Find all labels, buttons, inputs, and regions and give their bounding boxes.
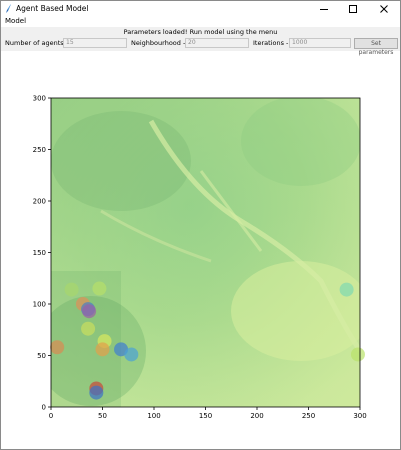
y-tick-label: 250 xyxy=(33,146,46,154)
minimize-button[interactable] xyxy=(310,1,338,16)
minimize-icon xyxy=(320,8,328,10)
x-tick-label: 100 xyxy=(147,412,160,420)
x-tick-label: 300 xyxy=(353,412,366,420)
axes: 0 50 100 150 200 250 300 0 50 100 150 200 250 300 xyxy=(33,95,367,421)
x-tick-label: 250 xyxy=(302,412,315,420)
x-tick-label: 200 xyxy=(250,412,263,420)
agent-point xyxy=(50,340,65,355)
agent-point xyxy=(89,385,104,400)
agents-label: Number of agents -> xyxy=(5,39,74,47)
agent-point xyxy=(95,342,110,357)
close-button[interactable] xyxy=(370,1,398,16)
y-tick-label: 150 xyxy=(33,249,46,257)
agent-point xyxy=(92,281,107,296)
maximize-button[interactable] xyxy=(339,1,367,16)
model-plot: 0 50 100 150 200 250 300 0 50 100 150 200 250 300 xyxy=(33,95,367,421)
y-tick-label: 50 xyxy=(37,352,46,360)
parameter-panel: Parameters loaded! Run model using the m… xyxy=(1,27,400,56)
set-parameters-button[interactable]: Set parameters xyxy=(354,38,398,56)
terrain-raster xyxy=(51,98,360,407)
menu-bar: Model xyxy=(1,16,400,27)
maximize-icon xyxy=(349,4,357,13)
agent-point xyxy=(350,347,365,362)
agent-point xyxy=(81,321,96,336)
feather-icon xyxy=(6,4,12,13)
agents-layer xyxy=(50,281,365,400)
neighbourhood-label: Neighbourhood -> xyxy=(131,39,191,47)
x-tick-label: 0 xyxy=(49,412,53,420)
status-message: Parameters loaded! Run model using the m… xyxy=(123,28,278,36)
agent-point xyxy=(64,282,79,297)
agent-point xyxy=(124,347,139,362)
x-tick-label: 50 xyxy=(98,412,107,420)
menu-model[interactable]: Model xyxy=(5,17,27,25)
window-title: Agent Based Model xyxy=(16,4,89,13)
y-tick-label: 100 xyxy=(33,301,46,309)
iterations-input[interactable]: 1000 xyxy=(289,38,351,48)
y-tick-label: 200 xyxy=(33,198,46,206)
y-tick-label: 300 xyxy=(33,95,46,103)
x-tick-label: 150 xyxy=(199,412,212,420)
agent-point xyxy=(339,282,354,297)
agent-point xyxy=(82,304,97,319)
y-tick-label: 0 xyxy=(42,404,46,412)
neighbourhood-input[interactable]: 20 xyxy=(185,38,249,48)
close-icon xyxy=(380,4,388,13)
iterations-label: Iterations -> xyxy=(253,39,294,47)
agents-input[interactable]: 15 xyxy=(63,38,127,48)
title-bar: Agent Based Model xyxy=(1,1,400,16)
